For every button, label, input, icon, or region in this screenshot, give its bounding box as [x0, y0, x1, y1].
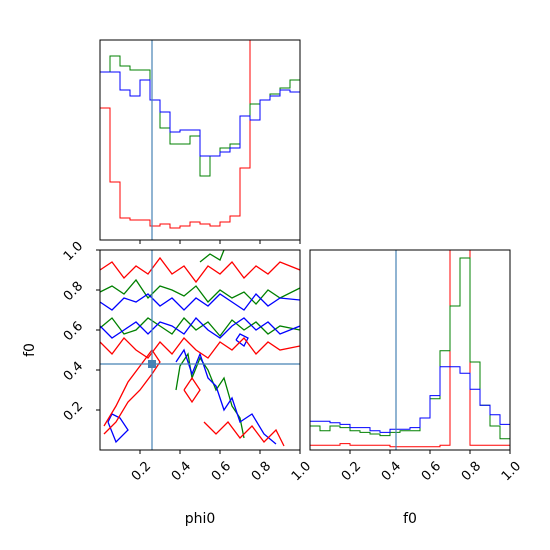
contour-blue-7: [107, 413, 129, 444]
contour-xtick-label-1: 0.4: [169, 459, 194, 484]
contour-green-1: [100, 317, 300, 338]
contour-green-2: [175, 352, 245, 439]
contour-xtick-label-3: 0.8: [249, 459, 274, 484]
truth-marker: [148, 360, 156, 368]
contour-ytick-label-2: 0.6: [61, 319, 86, 344]
contour-red-9: [100, 256, 300, 284]
contour-xtick-label-0: 0.2: [129, 459, 154, 484]
contour-ytick-label-3: 0.8: [61, 279, 86, 304]
ylabel-f0: f0: [22, 343, 38, 357]
contour-red-10: [100, 337, 300, 359]
contour-blue-4: [100, 293, 300, 311]
phi0-marginal-histogram: [99, 39, 301, 244]
contour-blue-5: [100, 317, 300, 339]
f0-hist-xtick-label-1: 0.4: [379, 459, 404, 484]
f0-marginal-histogram: 0.2 0.4 0.6 0.8 1.0: [309, 249, 524, 484]
f0-hist-xtick-label-0: 0.2: [339, 459, 364, 484]
phi0-f0-contour-panel: 0.2 0.4 0.6 0.8 1.0 0.2 0.4 0.6 0.8 1.0: [61, 239, 314, 484]
f0-hist-xtick-label-2: 0.6: [419, 459, 444, 484]
xlabel-phi0: phi0: [185, 511, 216, 527]
contour-blue-6: [175, 348, 277, 445]
f0-hist-xtick-label-3: 0.8: [459, 459, 484, 484]
contour-xtick-label-2: 0.6: [209, 459, 234, 484]
contour-xtick-label-4: 1.0: [289, 459, 314, 484]
phi0-hist-frame: [99, 39, 301, 241]
contour-frame: [99, 249, 301, 451]
f0-hist-frame: [309, 249, 511, 451]
contour-ytick-label-0: 0.2: [61, 399, 86, 424]
contour-blue-8: [235, 333, 249, 347]
phi0-hist-series-blue: [100, 71, 300, 157]
f0-hist-series-blue: [310, 366, 510, 433]
f0-hist-xtick-label-4: 1.0: [499, 459, 524, 484]
contour-red-11: [103, 348, 161, 435]
contour-green-3: [199, 250, 225, 263]
contour-ytick-label-4: 1.0: [61, 239, 86, 264]
phi0-hist-series-green: [100, 55, 300, 177]
phi0-hist-series-red: [100, 40, 251, 229]
f0-hist-series-red: [310, 250, 510, 448]
contour-red-13: [203, 421, 285, 447]
contour-green-0: [100, 278, 300, 305]
contour-ytick-label-1: 0.4: [61, 359, 86, 384]
xlabel-f0: f0: [403, 511, 417, 527]
f0-hist-series-green: [310, 257, 510, 440]
contour-red-12: [183, 376, 201, 404]
